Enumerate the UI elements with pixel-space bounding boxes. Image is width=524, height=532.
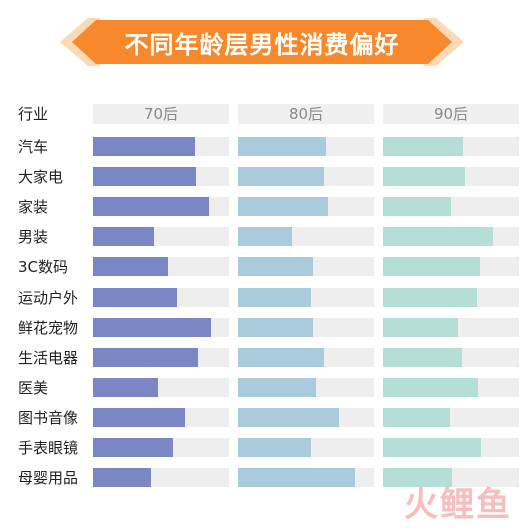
category-label: 医美 bbox=[18, 379, 49, 397]
watermark-logo: 火鲤鱼 bbox=[404, 485, 512, 525]
column-header-bg-1 bbox=[238, 104, 374, 124]
bar bbox=[238, 288, 311, 307]
category-label: 3C数码 bbox=[18, 258, 69, 276]
chart-title: 不同年龄层男性消费偏好 bbox=[124, 30, 400, 59]
bar bbox=[238, 378, 316, 397]
category-label: 运动户外 bbox=[18, 289, 79, 307]
bar bbox=[238, 137, 326, 156]
bar bbox=[238, 197, 328, 216]
bar bbox=[93, 468, 151, 487]
category-header: 行业 bbox=[18, 105, 49, 123]
bar bbox=[383, 167, 465, 186]
bar bbox=[383, 438, 481, 457]
bar bbox=[383, 227, 493, 246]
bar bbox=[238, 438, 311, 457]
bar bbox=[93, 348, 198, 367]
category-label: 汽车 bbox=[18, 138, 49, 156]
bar bbox=[93, 257, 168, 276]
bar bbox=[93, 227, 154, 246]
bar bbox=[383, 468, 452, 487]
bar bbox=[383, 408, 450, 427]
bar bbox=[238, 348, 324, 367]
bar bbox=[383, 197, 451, 216]
bar bbox=[93, 167, 196, 186]
bar bbox=[238, 167, 324, 186]
bar bbox=[383, 257, 480, 276]
bar bbox=[238, 257, 313, 276]
category-label: 鲜花宠物 bbox=[18, 319, 79, 337]
bar bbox=[93, 137, 195, 156]
bar bbox=[383, 137, 463, 156]
category-label: 生活电器 bbox=[18, 349, 79, 367]
bar bbox=[93, 197, 209, 216]
bar bbox=[93, 408, 185, 427]
category-label: 母婴用品 bbox=[18, 469, 79, 487]
bar bbox=[383, 288, 477, 307]
bar bbox=[383, 348, 462, 367]
bar bbox=[93, 318, 211, 337]
bar bbox=[383, 378, 478, 397]
bar bbox=[383, 318, 458, 337]
title-banner bbox=[60, 18, 464, 66]
category-label: 家装 bbox=[18, 198, 49, 216]
bar bbox=[93, 378, 158, 397]
bar bbox=[238, 468, 355, 487]
category-label: 手表眼镜 bbox=[18, 439, 79, 457]
category-label: 大家电 bbox=[18, 168, 64, 186]
bar bbox=[238, 227, 292, 246]
column-header-bg-2 bbox=[383, 104, 519, 124]
series-label: 90后 bbox=[433, 105, 469, 123]
category-label: 图书音像 bbox=[18, 409, 79, 427]
bar bbox=[238, 408, 339, 427]
bar bbox=[93, 438, 173, 457]
series-label: 80后 bbox=[288, 105, 324, 123]
bar bbox=[238, 318, 313, 337]
bar bbox=[93, 288, 177, 307]
category-label: 男装 bbox=[18, 228, 49, 246]
column-header-bg-0 bbox=[93, 104, 229, 124]
banner-body bbox=[72, 20, 452, 64]
series-label: 70后 bbox=[143, 105, 179, 123]
